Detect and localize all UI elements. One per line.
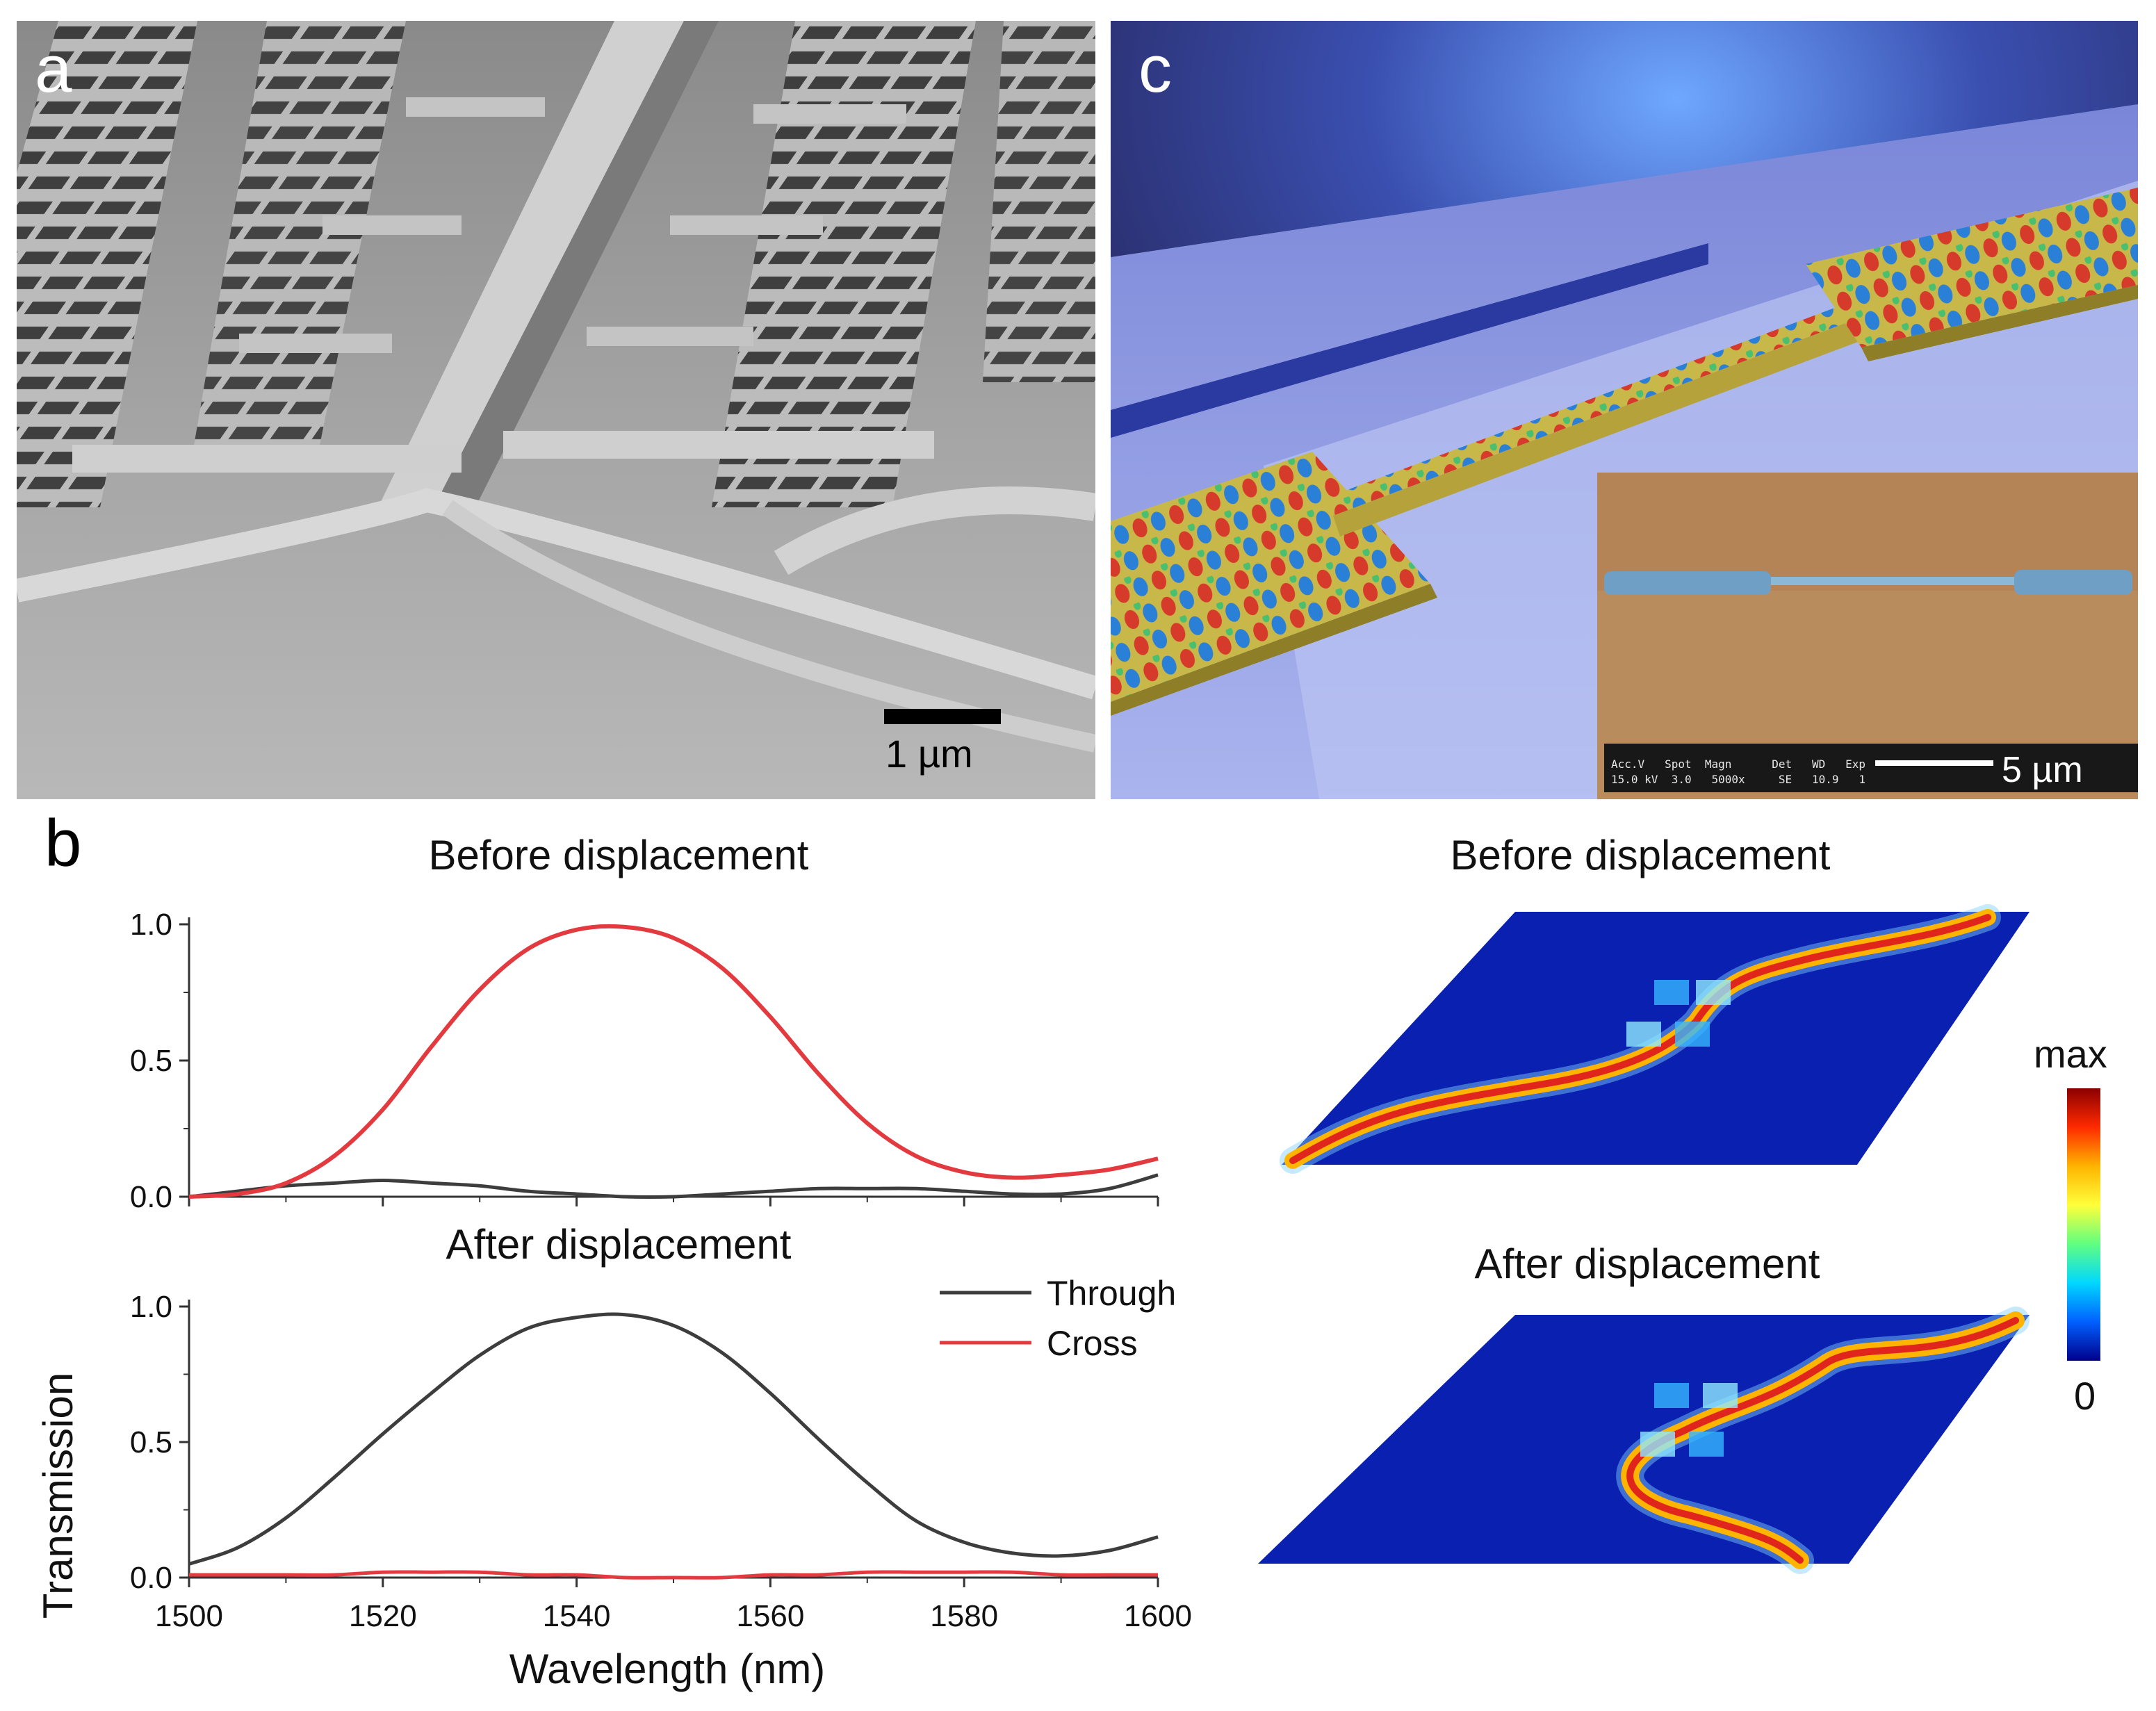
field-map-title-before: Before displacement [1450,832,1831,878]
series-line-through [188,1173,1159,1199]
legend: Through Cross [940,1274,1176,1363]
panel-letter-c: c [1138,32,1172,106]
series-line-cross [188,924,1159,1199]
sem-image-panel: a 1 µm [17,21,1095,799]
sem-image [17,21,1095,799]
y-tick-label: 1.0 [130,908,172,942]
scale-bar [884,709,1001,724]
y-tick-label: 0.0 [130,1180,172,1214]
series-line-cross [189,1570,1158,1580]
inset-scale-bar [1875,760,1993,766]
field-map-after [1258,1307,2030,1574]
y-tick-label: 0.5 [130,1044,172,1078]
field-maps [1258,904,2030,1574]
x-tick-label: 1540 [543,1599,611,1633]
inset-scale-bar-label: 5 µm [2002,750,2083,790]
legend-label-through: Through [1047,1274,1176,1313]
x-tick-label: 1560 [736,1599,804,1633]
colorbar [2067,1088,2100,1361]
x-tick-label: 1520 [349,1599,417,1633]
y-tick-label: 0.5 [130,1425,172,1459]
device-rendering-panel: c Acc.V Spot Magn Det WD Exp 15.0 kV 3.0… [1111,21,2138,799]
x-tick-label: 1600 [1124,1599,1192,1633]
inset-info-headers: Acc.V Spot Magn Det WD Exp [1611,758,1866,771]
y-axis-label: Transmission [35,1373,81,1619]
panel-letter-a: a [35,32,72,106]
legend-label-cross: Cross [1047,1324,1138,1363]
scale-bar-label: 1 µm [885,732,973,776]
x-tick-label: 1580 [930,1599,998,1633]
x-tick-label: 1500 [155,1599,223,1633]
field-map-title-after: After displacement [1474,1241,1820,1287]
series-line-through [188,1312,1159,1566]
chart-after-displacement: 0.0 0.5 1.0 1500 1520 1540 1560 1580 1600 [130,1290,1192,1633]
chart-title-before: Before displacement [428,832,809,878]
inset-info-values: 15.0 kV 3.0 5000x SE 10.9 1 [1611,773,1866,786]
chart-before-displacement: 0.0 0.5 1.0 [130,908,1159,1214]
transmission-charts: 0.0 0.5 1.0 0.0 0.5 1.0 1500 1520 1540 1560 1580 1… [35,908,1192,1692]
x-axis-label: Wavelength (nm) [509,1646,826,1692]
y-tick-label: 0.0 [130,1561,172,1595]
y-tick-label: 1.0 [130,1290,172,1324]
chart-title-after: After displacement [446,1221,792,1268]
device-rendering [1111,21,2138,799]
field-map-before [1280,904,2030,1174]
panel-letter-b: b [44,806,82,881]
colorbar-max-label: max [2034,1032,2107,1076]
colorbar-min-label: 0 [2074,1374,2096,1418]
